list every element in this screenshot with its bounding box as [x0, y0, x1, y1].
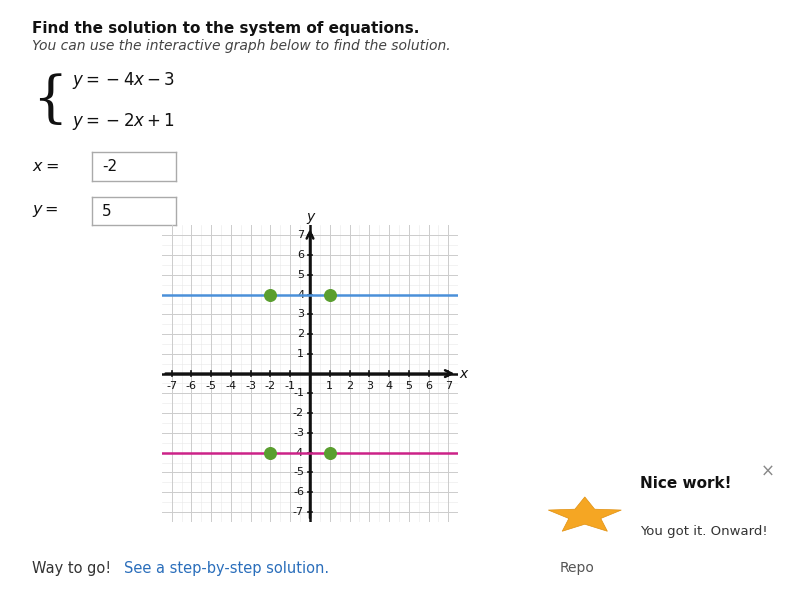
Text: {: { — [32, 74, 67, 128]
Text: -7: -7 — [293, 507, 304, 517]
Text: -4: -4 — [226, 381, 237, 391]
Text: 7: 7 — [445, 381, 452, 391]
Text: 1: 1 — [326, 381, 334, 391]
Text: $y =$: $y =$ — [32, 203, 58, 218]
Text: -2: -2 — [265, 381, 276, 391]
Text: -6: -6 — [186, 381, 197, 391]
Text: $y = -4x - 3$: $y = -4x - 3$ — [72, 69, 175, 91]
Text: 4: 4 — [386, 381, 393, 391]
Text: Nice work!: Nice work! — [640, 476, 731, 492]
Text: Repo: Repo — [560, 561, 595, 575]
Text: -2: -2 — [102, 159, 118, 174]
Text: x: x — [459, 366, 467, 381]
Point — [323, 290, 336, 299]
Text: $y = -2x + 1$: $y = -2x + 1$ — [72, 111, 175, 132]
Text: -3: -3 — [293, 428, 304, 438]
Text: 5: 5 — [406, 381, 412, 391]
Text: See a step-by-step solution.: See a step-by-step solution. — [124, 560, 329, 576]
FancyBboxPatch shape — [537, 447, 791, 573]
Text: y: y — [306, 211, 314, 224]
Text: You got it. Onward!: You got it. Onward! — [640, 525, 768, 538]
Text: -5: -5 — [206, 381, 217, 391]
Text: 5: 5 — [102, 203, 112, 219]
Text: -3: -3 — [246, 381, 256, 391]
Text: $x =$: $x =$ — [32, 158, 58, 174]
Text: 2: 2 — [297, 329, 304, 339]
Text: -1: -1 — [293, 388, 304, 398]
Text: Find the solution to the system of equations.: Find the solution to the system of equat… — [32, 21, 419, 36]
Text: Way to go!: Way to go! — [32, 560, 116, 576]
Polygon shape — [548, 497, 622, 531]
Text: 4: 4 — [297, 289, 304, 299]
Text: 7: 7 — [297, 230, 304, 240]
Text: -2: -2 — [293, 408, 304, 418]
Text: -5: -5 — [293, 467, 304, 477]
Text: -7: -7 — [166, 381, 177, 391]
Text: 6: 6 — [425, 381, 432, 391]
Point — [264, 448, 277, 457]
Text: -6: -6 — [293, 487, 304, 497]
Text: 5: 5 — [297, 270, 304, 280]
Point — [323, 448, 336, 457]
Text: You can use the interactive graph below to find the solution.: You can use the interactive graph below … — [32, 39, 450, 53]
Text: 2: 2 — [346, 381, 353, 391]
Text: ×: × — [760, 463, 774, 480]
Text: -4: -4 — [293, 448, 304, 458]
Text: 6: 6 — [297, 250, 304, 260]
Text: 3: 3 — [297, 310, 304, 319]
Text: -1: -1 — [285, 381, 296, 391]
Point — [264, 290, 277, 299]
Text: 3: 3 — [366, 381, 373, 391]
Text: 1: 1 — [297, 349, 304, 359]
